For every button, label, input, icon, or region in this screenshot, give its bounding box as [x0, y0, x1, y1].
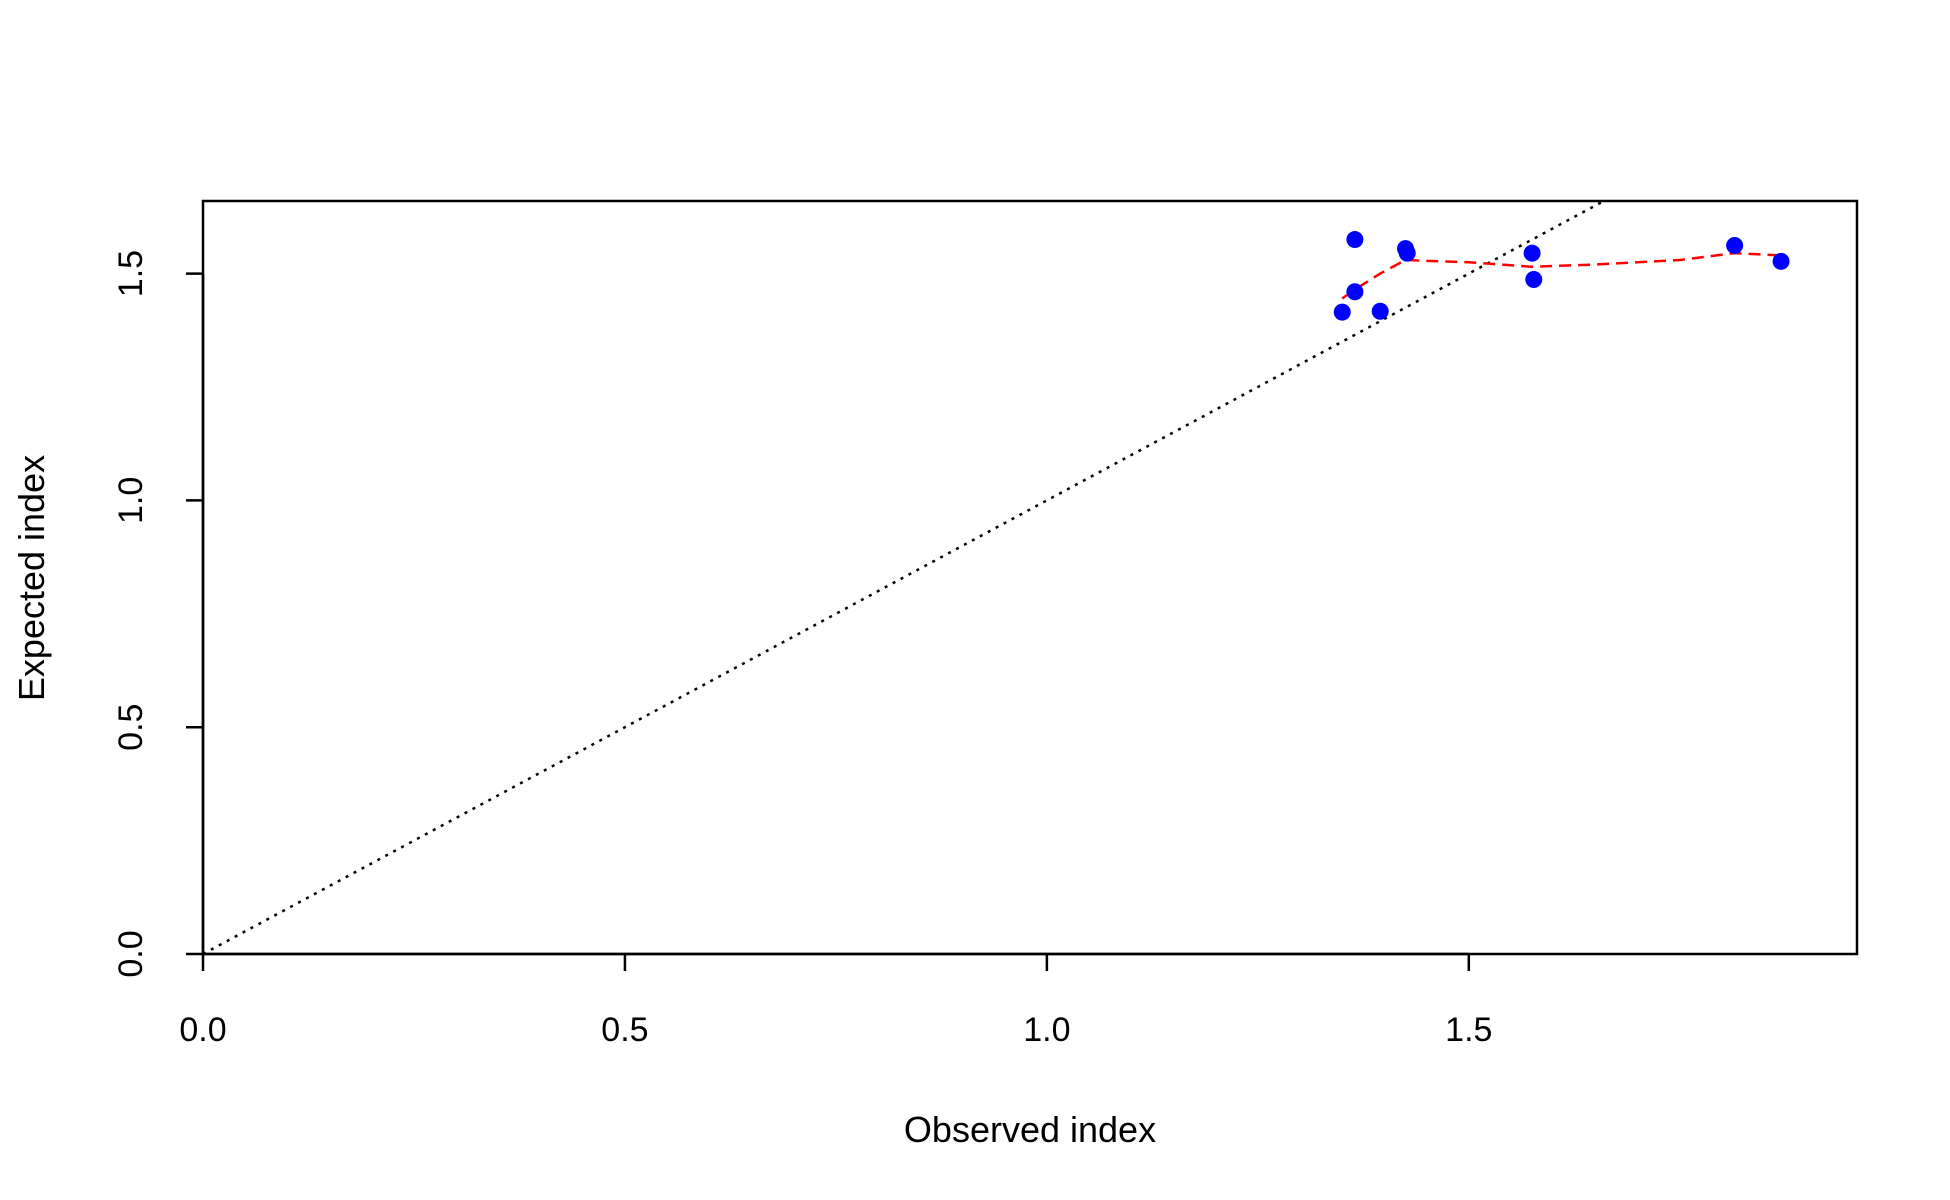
x-tick-label: 0.5	[601, 1011, 648, 1049]
y-tick-label: 1.0	[112, 477, 150, 524]
x-axis: 0.0 0.5 1.0 1.5	[179, 952, 1492, 1049]
smooth-line	[1341, 251, 1782, 300]
data-point	[1525, 270, 1543, 288]
x-axis-label: Observed index	[904, 1109, 1156, 1150]
plot-box	[201, 199, 1859, 956]
x-tick-label: 1.0	[1023, 1011, 1070, 1049]
x-tick-label: 0.0	[179, 1011, 226, 1049]
data-point	[1726, 236, 1744, 254]
data-point	[1772, 252, 1790, 270]
y-axis-label: Expected index	[11, 455, 52, 701]
data-point	[1333, 303, 1351, 321]
x-tick-label: 1.5	[1445, 1011, 1492, 1049]
series-layer	[203, 201, 1790, 954]
data-point	[1346, 283, 1364, 301]
y-axis: 0.0 0.5 1.0 1.5	[112, 250, 205, 978]
y-tick-label: 0.5	[112, 704, 150, 751]
y-tick-label: 0.0	[112, 930, 150, 977]
data-point	[1398, 244, 1416, 262]
y-tick-label: 1.5	[112, 250, 150, 297]
data-point	[1371, 302, 1389, 320]
reference-line	[203, 201, 1605, 954]
data-point	[1523, 244, 1541, 262]
data-point	[1346, 231, 1364, 249]
